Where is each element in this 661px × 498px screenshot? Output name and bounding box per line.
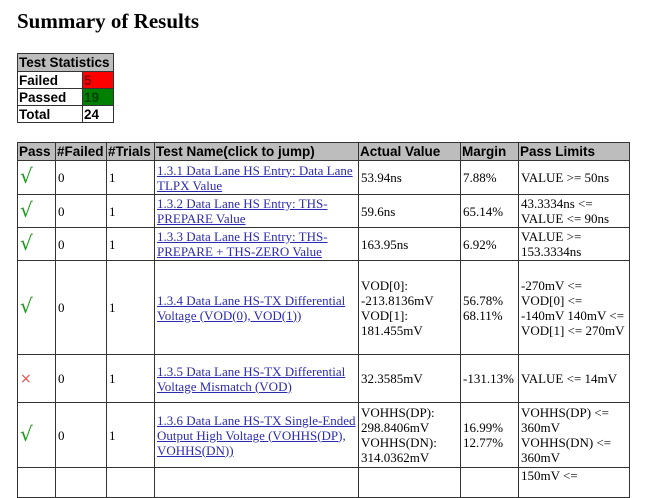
margin-cell: 65.14%	[460, 194, 519, 228]
pass-limits-cell: VALUE <= 14mV	[518, 354, 630, 403]
test-name-link[interactable]: 1.3.5 Data Lane HS-TX Differential Volta…	[157, 363, 346, 394]
table-row: 150mV <=	[17, 467, 630, 498]
header-margin: Margin	[460, 142, 519, 161]
margin-cell: 16.99% 12.77%	[460, 402, 519, 468]
actual-value-cell: 163.95ns	[358, 227, 461, 261]
table-row: √ 0 1 1.3.3 Data Lane HS Entry: THS-PREPARE…	[17, 227, 630, 261]
failed-count-cell: 0	[55, 194, 107, 228]
trials-cell: 1	[106, 260, 155, 355]
header-test-name: Test Name(click to jump)	[154, 142, 359, 161]
check-icon: √	[20, 164, 33, 188]
failed-label: Failed	[17, 71, 83, 89]
table-row: √ 0 1 1.3.4 Data Lane HS-TX Differential Vo…	[17, 260, 630, 355]
actual-value-cell: 59.6ns	[358, 194, 461, 228]
test-name-link[interactable]: 1.3.1 Data Lane HS Entry: Data Lane TLPX…	[157, 162, 353, 193]
results-header-row: Pass #Failed #Trials Test Name(click to …	[17, 142, 630, 161]
pass-limits-cell: -270mV <= VOD[0] <= -140mV 140mV <= VOD[…	[518, 260, 630, 355]
failed-count-cell: 0	[55, 354, 107, 403]
actual-value-cell	[358, 467, 461, 498]
margin-cell: 7.88%	[460, 160, 519, 195]
failed-count-cell: 0	[55, 260, 107, 355]
header-pass: Pass	[17, 142, 56, 161]
test-name-link[interactable]: 1.3.6 Data Lane HS-TX Single-Ended Outpu…	[157, 412, 356, 458]
failed-count-cell: 0	[55, 402, 107, 468]
pass-limits-cell: VALUE >= 153.3334ns	[518, 227, 630, 261]
trials-cell: 1	[106, 354, 155, 403]
check-icon: √	[20, 230, 33, 255]
failed-count-cell: 0	[55, 160, 107, 195]
check-icon: √	[20, 197, 33, 222]
test-name-link[interactable]: 1.3.2 Data Lane HS Entry: THS-PREPARE Va…	[157, 196, 328, 226]
passed-count: 19	[82, 88, 114, 106]
test-name-link[interactable]: 1.3.4 Data Lane HS-TX Differential Volta…	[157, 292, 346, 323]
failed-count: 5	[82, 71, 114, 89]
passed-label: Passed	[17, 88, 83, 106]
table-row: √ 0 1 1.3.2 Data Lane HS Entry: THS-PREPARE…	[17, 194, 630, 228]
x-icon: ×	[20, 370, 32, 387]
trials-cell: 1	[106, 227, 155, 261]
actual-value-cell: 53.94ns	[358, 160, 461, 195]
actual-value-cell: 32.3585mV	[358, 354, 461, 403]
pass-limits-cell: 150mV <=	[518, 467, 630, 498]
header-actual-value: Actual Value	[358, 142, 461, 161]
trials-cell	[106, 467, 155, 498]
pass-limits-cell: VALUE >= 50ns	[518, 160, 630, 195]
trials-cell: 1	[106, 402, 155, 468]
pass-limits-cell: VOHHS(DP) <= 360mV VOHHS(DN) <= 360mV	[518, 402, 630, 468]
check-icon: √	[20, 421, 33, 446]
check-icon: √	[20, 294, 33, 318]
test-name-link[interactable]: 1.3.3 Data Lane HS Entry: THS-PREPARE + …	[157, 229, 328, 259]
header-pass-limits: Pass Limits	[518, 142, 630, 161]
trials-cell: 1	[106, 194, 155, 228]
actual-value-cell: VOHHS(DP): 298.8406mV VOHHS(DN): 314.036…	[358, 402, 461, 468]
header-trials: #Trials	[106, 142, 155, 161]
margin-cell: -131.13%	[460, 354, 519, 403]
actual-value-cell: VOD[0]: -213.8136mV VOD[1]: 181.455mV	[358, 260, 461, 355]
results-table: Pass #Failed #Trials Test Name(click to …	[17, 142, 630, 498]
margin-cell: 6.92%	[460, 227, 519, 261]
test-statistics-table: Test Statistics Failed 5 Passed 19 Total 24	[17, 53, 114, 123]
stats-header: Test Statistics	[17, 53, 114, 72]
pass-limits-cell: 43.3334ns <= VALUE <= 90ns	[518, 194, 630, 228]
margin-cell: 56.78% 68.11%	[460, 260, 519, 355]
header-failed: #Failed	[55, 142, 107, 161]
table-row: √ 0 1 1.3.1 Data Lane HS Entry: Data Lane T…	[17, 160, 630, 195]
table-row: × 0 1 1.3.5 Data Lane HS-TX Differential Vo…	[17, 354, 630, 403]
total-count: 24	[82, 105, 114, 123]
margin-cell	[460, 467, 519, 498]
failed-count-cell: 0	[55, 227, 107, 261]
page-title: Summary of Results	[17, 9, 199, 33]
total-label: Total	[17, 105, 83, 123]
table-row: √ 0 1 1.3.6 Data Lane HS-TX Single-Ended Ou…	[17, 402, 630, 468]
trials-cell: 1	[106, 160, 155, 195]
failed-count-cell	[55, 467, 107, 498]
